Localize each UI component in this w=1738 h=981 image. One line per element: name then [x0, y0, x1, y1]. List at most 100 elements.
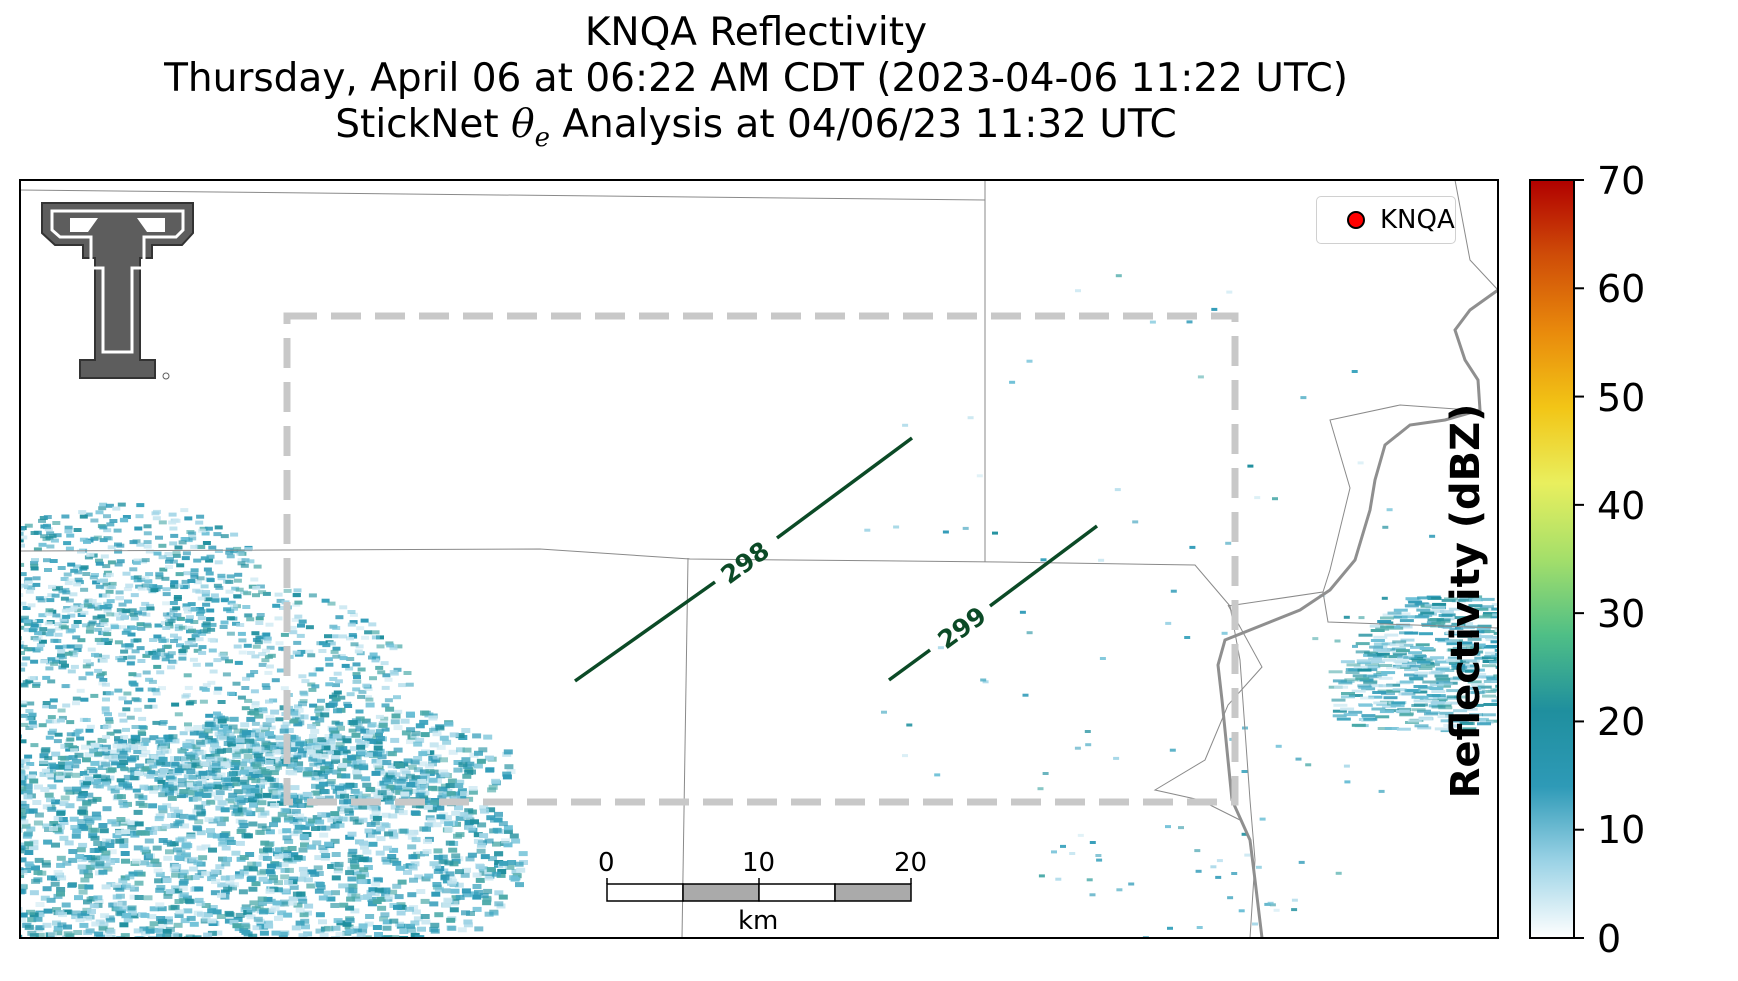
- echo-cell: [78, 510, 87, 515]
- echo-cell: [367, 722, 377, 728]
- echo-cell: [352, 687, 361, 692]
- echo-cell: [401, 730, 411, 736]
- echo-cell: [1346, 663, 1361, 667]
- echo-cell: [225, 782, 235, 788]
- echo-cell: [249, 900, 259, 906]
- echo-cell: [20, 845, 26, 851]
- echo-cell: [0, 893, 3, 898]
- echo-cell: [416, 889, 426, 894]
- echo-cell: [144, 853, 153, 859]
- echo-cell: [119, 753, 129, 759]
- echo-cell: [156, 885, 166, 890]
- echo-cell: [20, 583, 29, 588]
- echo-cell: [125, 973, 134, 978]
- echo-cell: [148, 803, 158, 809]
- echo-cell: [1357, 461, 1364, 465]
- echo-cell: [1443, 724, 1458, 727]
- echo-cell: [1355, 677, 1370, 681]
- echo-cell: [40, 534, 49, 539]
- echo-cell: [29, 724, 38, 729]
- echo-cell: [251, 701, 260, 706]
- echo-cell: [71, 764, 80, 769]
- echo-cell: [305, 971, 314, 976]
- echo-cell: [1481, 675, 1496, 679]
- echo-cell: [1482, 613, 1497, 617]
- echo-cell: [7, 846, 16, 851]
- county-border: [20, 189, 986, 201]
- echo-cell: [345, 905, 355, 911]
- echo-cell: [298, 619, 307, 624]
- echo-cell: [236, 551, 245, 556]
- echo-cell: [1492, 613, 1498, 617]
- echo-cell: [1483, 680, 1498, 683]
- echo-cell: [30, 623, 39, 628]
- echo-cell: [54, 732, 63, 737]
- echo-cell: [1445, 639, 1460, 643]
- echo-cell: [0, 809, 9, 814]
- echo-cell: [348, 633, 357, 637]
- echo-cell: [411, 775, 421, 781]
- echo-cell: [302, 941, 311, 946]
- echo-cell: [435, 725, 445, 731]
- echo-cell: [163, 893, 173, 899]
- echo-cell: [196, 901, 206, 907]
- echo-cell: [1189, 545, 1196, 549]
- echo-cell: [1507, 689, 1521, 692]
- echo-cell: [308, 818, 317, 824]
- echo-cell: [1502, 645, 1516, 648]
- echo-cell: [65, 546, 74, 551]
- echo-cell: [72, 828, 82, 834]
- echo-cell: [232, 621, 240, 626]
- echo-cell: [263, 847, 272, 853]
- echo-cell: [1424, 603, 1439, 607]
- echo-cell: [186, 769, 196, 774]
- echo-cell: [229, 804, 239, 810]
- echo-cell: [242, 605, 251, 609]
- echo-cell: [881, 710, 887, 714]
- echo-cell: [80, 610, 89, 615]
- echo-cell: [395, 762, 404, 768]
- echo-cell: [13, 946, 22, 951]
- echo-cell: [1363, 717, 1378, 721]
- echo-cell: [141, 737, 151, 743]
- echo-cell: [1197, 375, 1204, 379]
- echo-cell: [77, 638, 86, 643]
- echo-cell: [203, 966, 212, 971]
- echo-cell: [365, 702, 375, 708]
- echo-cell: [110, 858, 120, 863]
- echo-cell: [1418, 717, 1433, 721]
- echo-cell: [314, 888, 324, 894]
- echo-cell: [217, 958, 226, 963]
- echo-cell: [466, 911, 475, 916]
- echo-cell: [300, 842, 309, 848]
- echo-cell: [202, 602, 211, 607]
- echo-cell: [72, 635, 81, 640]
- echo-cell: [455, 832, 465, 838]
- echo-cell: [33, 820, 43, 826]
- echo-cell: [1447, 648, 1462, 652]
- echo-cell: [206, 828, 215, 834]
- echo-cell: [243, 931, 253, 937]
- echo-cell: [203, 912, 213, 917]
- echo-cell: [1221, 631, 1228, 635]
- echo-cell: [464, 767, 474, 773]
- echo-cell: [28, 628, 37, 633]
- echo-cell: [282, 853, 291, 859]
- echo-cell: [392, 860, 402, 866]
- echo-cell: [484, 755, 494, 761]
- echo-cell: [1514, 669, 1528, 672]
- echo-cell: [48, 534, 57, 539]
- echo-cell: [358, 795, 368, 801]
- echo-cell: [1186, 320, 1193, 324]
- echo-cell: [440, 875, 450, 881]
- echo-cell: [1194, 849, 1201, 853]
- echo-cell: [303, 745, 313, 751]
- echo-cell: [1453, 653, 1468, 657]
- echo-cell: [248, 886, 258, 892]
- echo-cell: [389, 857, 399, 863]
- echo-cell: [354, 721, 363, 727]
- echo-cell: [511, 838, 521, 844]
- echo-cell: [479, 870, 489, 876]
- echo-cell: [296, 956, 305, 961]
- echo-cell: [325, 781, 335, 787]
